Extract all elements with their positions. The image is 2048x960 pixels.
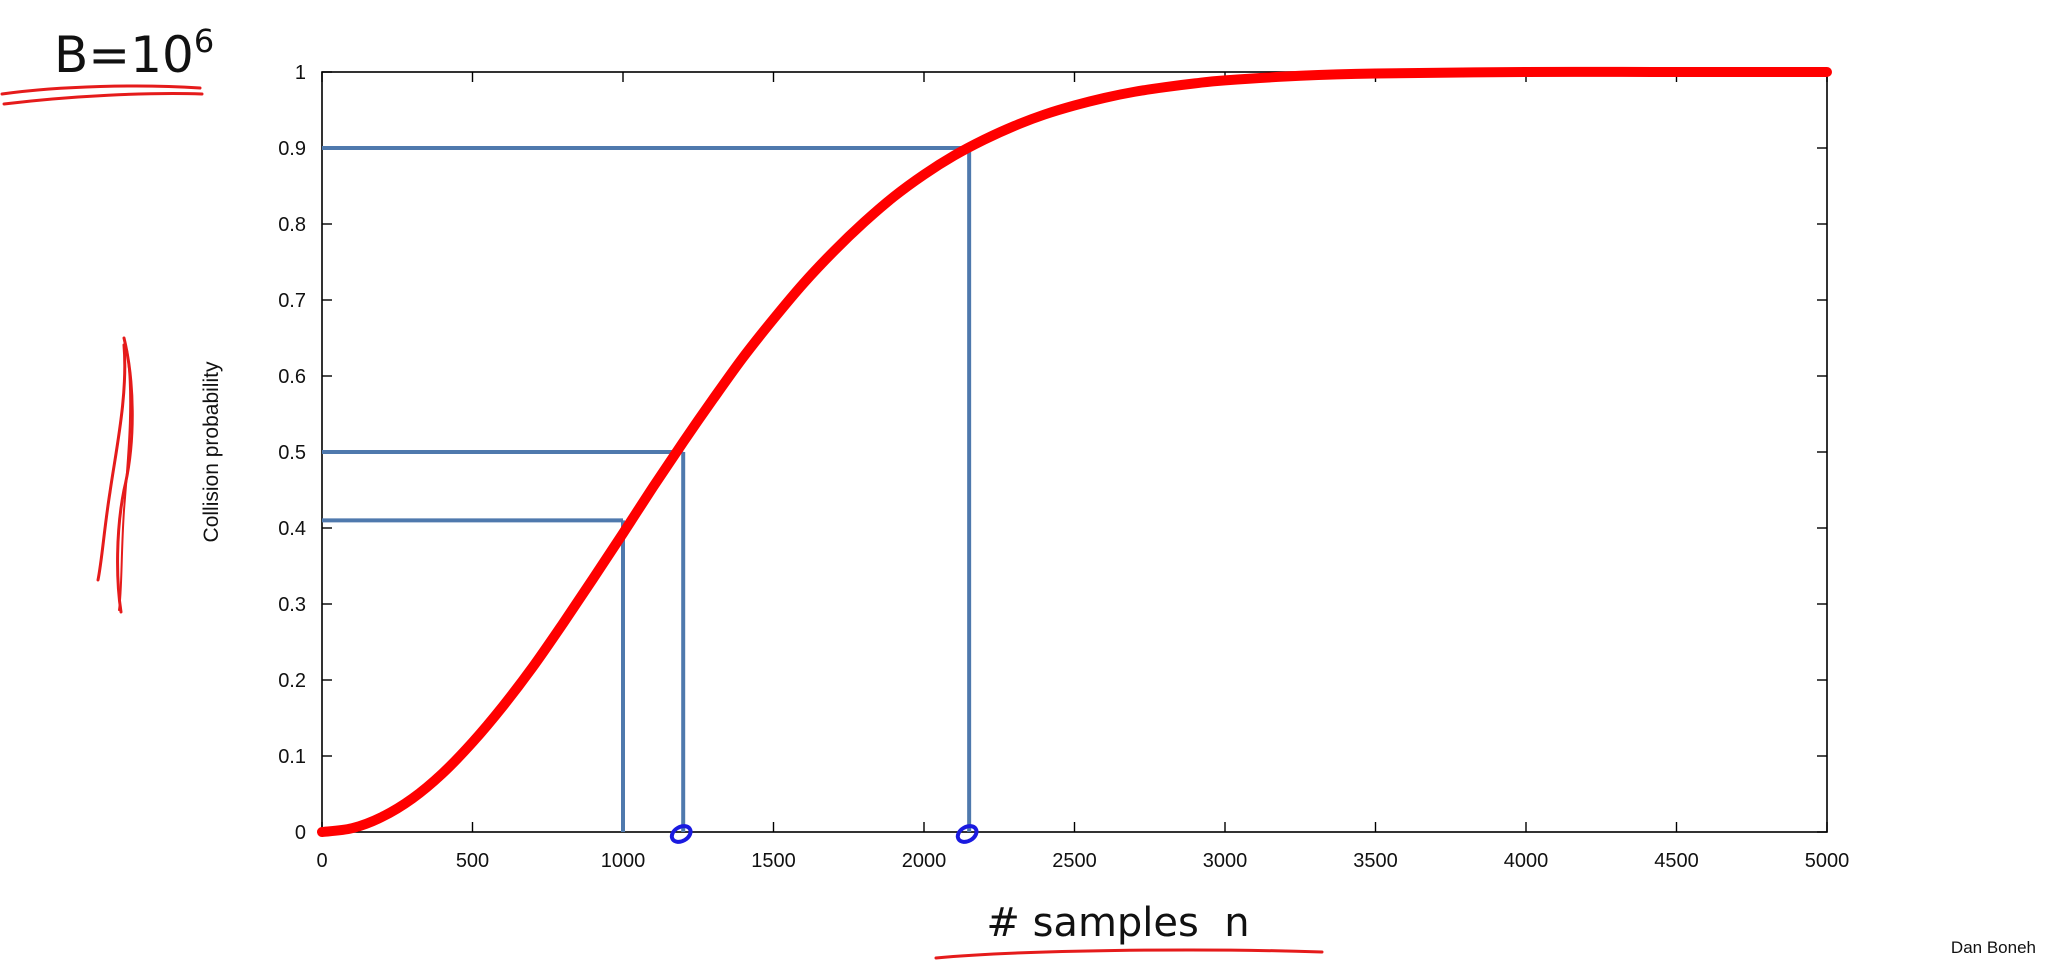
x-axis-ticks: 0 500 1000 1500 2000 2500 3000 3500 4000 4500 5000 [316, 72, 1849, 872]
y-tick-label: 0.1 [278, 746, 306, 768]
x-tick-label: 4000 [1504, 850, 1549, 872]
ylabel-bracket-mark [96, 336, 134, 614]
series-group [317, 66, 1832, 837]
reference-guides [322, 146, 972, 832]
x-tick-label: 2000 [902, 850, 947, 872]
highlight-circle-mark [669, 824, 693, 844]
y-tick-label: 0.4 [278, 518, 306, 540]
y-tick-label: 0.5 [278, 442, 306, 464]
y-tick-label: 0.3 [278, 594, 306, 616]
x-tick-label: 1500 [751, 850, 796, 872]
y-tick-label: 0.2 [278, 670, 306, 692]
x-tick-label: 4500 [1654, 850, 1699, 872]
y-tick-label: 0.8 [278, 214, 306, 236]
y-axis-title: Collision probability [200, 361, 223, 542]
y-tick-label: 0.7 [278, 290, 306, 312]
series-line [317, 66, 1832, 837]
y-tick-label: 0.6 [278, 366, 306, 388]
y-tick-label: 0.9 [278, 138, 306, 160]
x-tick-label: 0 [316, 850, 327, 872]
x-tick-label: 1000 [601, 850, 646, 872]
reference-circles [669, 824, 979, 844]
budget-base: B=10 [54, 26, 194, 84]
budget-annotation: B=106 [0, 22, 214, 106]
x-tick-label: 5000 [1805, 850, 1850, 872]
x-tick-label: 3500 [1353, 850, 1398, 872]
x-axis-title-underline-mark [934, 948, 1324, 960]
x-tick-label: 2500 [1052, 850, 1097, 872]
highlight-circle-mark [955, 824, 979, 844]
x-tick-label: 3000 [1203, 850, 1248, 872]
budget-exponent: 6 [194, 22, 214, 60]
y-tick-label: 1 [295, 62, 306, 84]
budget-underline-mark-2 [2, 92, 204, 106]
y-tick-label: 0 [295, 822, 306, 844]
credit-label: Dan Boneh [1951, 938, 2036, 957]
budget-underline-mark [0, 84, 202, 96]
y-axis-ticks: 0 0.1 0.2 0.3 0.4 0.5 0.6 0.7 0.8 0.9 1 [278, 62, 1827, 844]
x-tick-label: 500 [456, 850, 489, 872]
x-axis-title: # samples n [986, 900, 1249, 946]
budget-label: B=106 [54, 22, 214, 84]
